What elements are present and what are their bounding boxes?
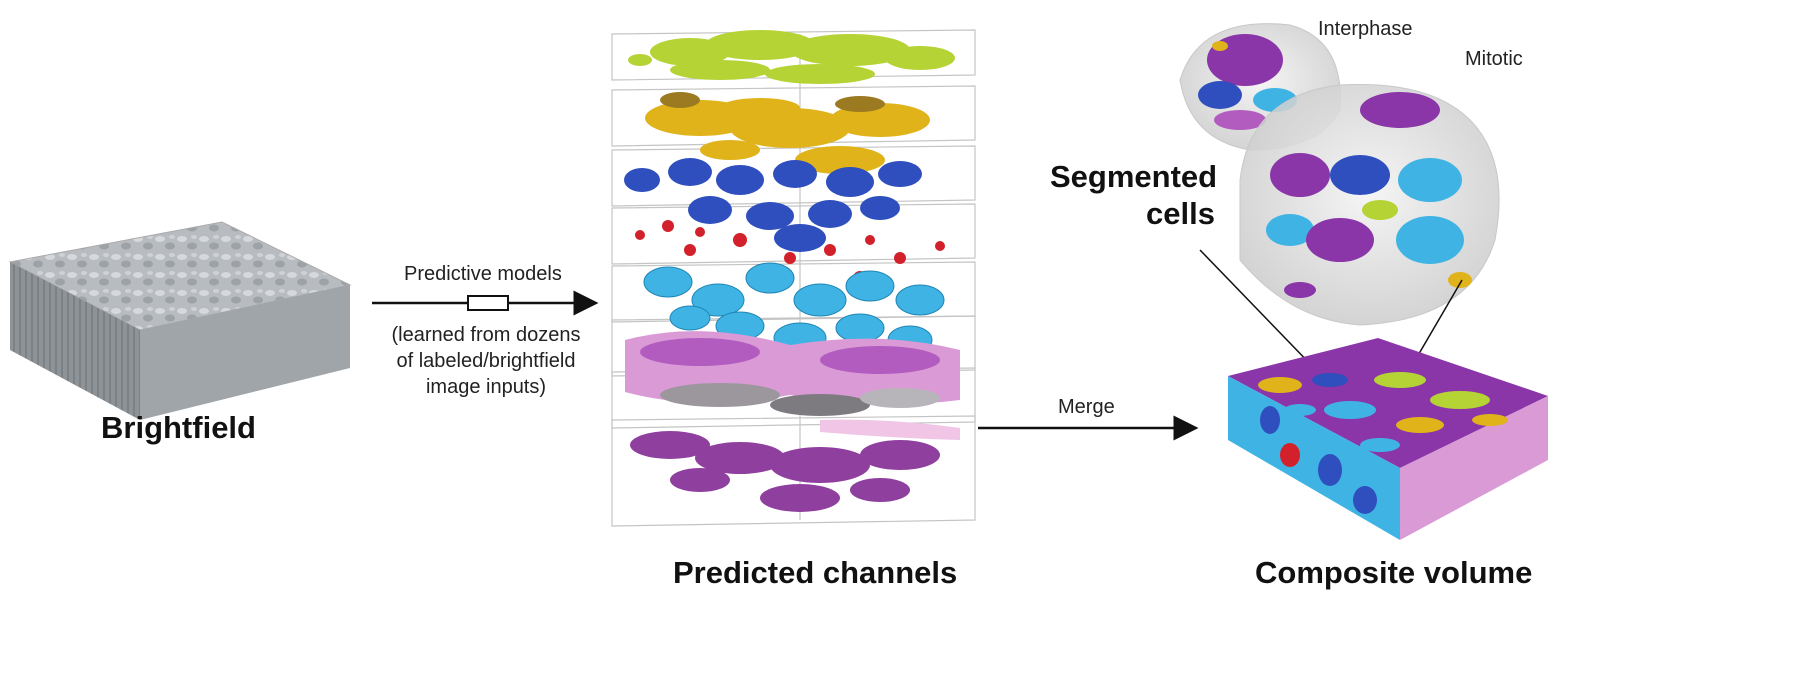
predictive-models-note: (learned from dozens of labeled/brightfi… — [391, 324, 581, 398]
merge-label: Merge — [1058, 396, 1115, 418]
predicted-channels-label: Predicted channels — [673, 555, 958, 590]
segmented-cells-label: Segmented cells — [1050, 159, 1218, 231]
channel-green — [628, 30, 955, 84]
interphase-label: Interphase — [1318, 18, 1413, 40]
channel-yellow — [645, 92, 930, 174]
channel-blue — [624, 158, 922, 252]
composite-volume-block — [1228, 338, 1548, 540]
predictive-models-label: Predictive models — [404, 263, 562, 285]
segmented-cells-render — [1179, 23, 1500, 326]
composite-volume-label: Composite volume — [1255, 555, 1533, 590]
brightfield-block — [8, 221, 352, 420]
mitotic-label: Mitotic — [1465, 48, 1523, 70]
channel-purple-dark — [630, 431, 940, 512]
brightfield-label: Brightfield — [101, 410, 256, 445]
predictive-models-arrow — [372, 290, 599, 316]
channel-gray — [660, 383, 960, 440]
predicted-channels-stack — [611, 29, 976, 527]
